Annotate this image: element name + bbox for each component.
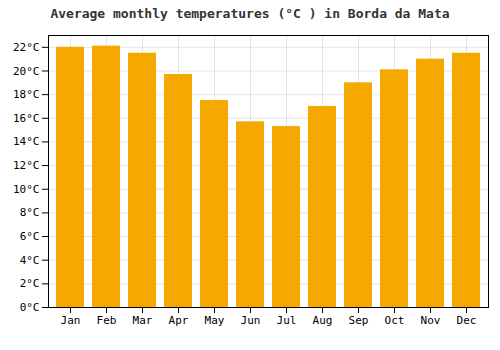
svg-text:Oct: Oct bbox=[385, 314, 405, 327]
svg-text:10°C: 10°C bbox=[13, 183, 40, 196]
svg-text:16°C: 16°C bbox=[13, 112, 40, 125]
svg-text:14°C: 14°C bbox=[13, 135, 40, 148]
svg-text:22°C: 22°C bbox=[13, 41, 40, 54]
svg-text:18°C: 18°C bbox=[13, 88, 40, 101]
svg-text:May: May bbox=[205, 314, 225, 327]
svg-text:Jul: Jul bbox=[277, 314, 297, 327]
svg-text:Feb: Feb bbox=[97, 314, 117, 327]
svg-text:6°C: 6°C bbox=[20, 230, 40, 243]
svg-text:2°C: 2°C bbox=[20, 277, 40, 290]
svg-text:Jan: Jan bbox=[61, 314, 81, 327]
svg-text:4°C: 4°C bbox=[20, 254, 40, 267]
svg-text:Dec: Dec bbox=[457, 314, 477, 327]
svg-text:Apr: Apr bbox=[169, 314, 189, 327]
svg-text:Mar: Mar bbox=[133, 314, 153, 327]
svg-text:Nov: Nov bbox=[421, 314, 441, 327]
svg-text:Sep: Sep bbox=[349, 314, 369, 327]
svg-text:0°C: 0°C bbox=[20, 301, 40, 314]
svg-text:Jun: Jun bbox=[241, 314, 261, 327]
svg-text:Aug: Aug bbox=[313, 314, 333, 327]
svg-text:20°C: 20°C bbox=[13, 64, 40, 77]
html-text:Average monthly temperatures (: Average monthly temperatures (°C ) in Bo… bbox=[50, 6, 450, 21]
svg-text:12°C: 12°C bbox=[13, 159, 40, 172]
svg-text:8°C: 8°C bbox=[20, 206, 40, 219]
